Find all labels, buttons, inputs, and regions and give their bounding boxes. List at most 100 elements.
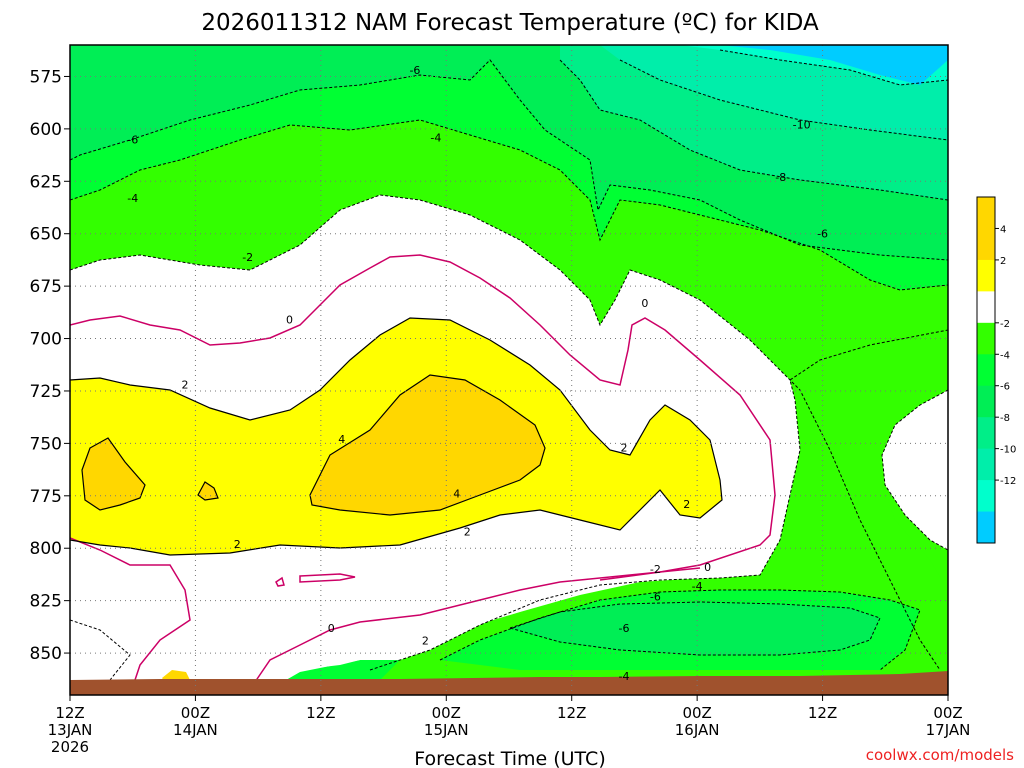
- color-scale-label: 4: [1000, 224, 1006, 235]
- chart-title: 2026011312 NAM Forecast Temperature (ºC)…: [201, 10, 819, 36]
- y-tick-label: 575: [30, 67, 62, 87]
- color-scale-swatch: [977, 228, 995, 261]
- contour-label: -4: [692, 580, 703, 593]
- color-scale-label: -2: [1000, 319, 1010, 330]
- color-scale-label: -8: [1000, 413, 1010, 424]
- color-scale: 4 2 -2 -4 -6 -8 -10 -12: [976, 196, 1016, 544]
- region-minus-14: [720, 45, 948, 85]
- zero-degree-contour-loop: [299, 573, 356, 583]
- contour-minus-8: [559, 59, 948, 201]
- contour-label: -4: [127, 192, 138, 205]
- color-scale-swatch: [977, 291, 995, 324]
- contour-label: -6: [127, 133, 138, 146]
- y-tick-label: 650: [30, 225, 62, 245]
- color-scale-swatch: [977, 259, 995, 292]
- watermark: coolwx.com/models: [866, 746, 1014, 764]
- two-degree-contour: [70, 317, 723, 556]
- contour-lower-minus-2: [369, 329, 948, 671]
- x-tick-label: 13JAN: [48, 721, 93, 739]
- four-degree-contour: [309, 374, 546, 516]
- contour-label: -6: [618, 622, 629, 635]
- y-axis: 575 600 625 650 675 700 725 750 775 800 825 850: [30, 67, 70, 664]
- region-right-pocket-white: [882, 390, 948, 550]
- color-scale-label: -4: [1000, 350, 1010, 361]
- zero-degree-contour: [70, 254, 776, 581]
- contour-minus-6: [70, 59, 948, 261]
- zero-degree-contour-dot: [275, 576, 285, 587]
- color-scale-swatch: [977, 197, 995, 229]
- contour-label: -6: [817, 228, 828, 241]
- x-tick-label: 12Z: [55, 704, 84, 722]
- contour-minus-12: [719, 49, 948, 86]
- y-tick-label: 725: [30, 382, 62, 402]
- contour-label: 0: [286, 314, 293, 327]
- x-tick-label: 12Z: [808, 704, 837, 722]
- y-tick-label: 675: [30, 277, 62, 297]
- contour-label: 2: [422, 634, 429, 647]
- contour-label: -10: [793, 119, 811, 132]
- contour-label: 0: [328, 622, 335, 635]
- x-tick-label: 00Z: [181, 704, 210, 722]
- x-tick-label: 15JAN: [424, 721, 469, 739]
- region-above-4-left: [82, 438, 145, 510]
- y-tick-label: 800: [30, 539, 62, 559]
- y-tick-label: 700: [30, 330, 62, 350]
- x-tick-label: 00Z: [682, 704, 711, 722]
- contour-minus-4: [70, 119, 948, 291]
- color-scale-label: -12: [1000, 476, 1016, 487]
- color-scale-swatch: [977, 322, 995, 355]
- color-scale-label: -10: [1000, 445, 1016, 456]
- plot-border: [69, 44, 949, 696]
- x-tick-label: 2026: [51, 738, 89, 756]
- x-tick-label: 12Z: [557, 704, 586, 722]
- zero-degree-contour-lower: [70, 537, 191, 695]
- contour-minus-10: [619, 59, 948, 141]
- contour-minus-2: [70, 194, 941, 671]
- contour-label: 0: [641, 297, 648, 310]
- contour-label: -8: [775, 171, 786, 184]
- color-scale-label: -6: [1000, 382, 1010, 393]
- contour-label: 4: [338, 433, 345, 446]
- terrain-fill: [70, 671, 948, 695]
- color-scale-label: 2: [1000, 256, 1006, 267]
- contour-label: 2: [464, 525, 471, 538]
- four-degree-contour-small: [197, 481, 219, 501]
- color-scale-swatch: [977, 448, 995, 481]
- y-tick-label: 825: [30, 592, 62, 612]
- color-scale-swatch: [977, 480, 995, 513]
- y-tick-label: 850: [30, 644, 62, 664]
- negative-contours: [70, 49, 948, 681]
- region-0-to-2-lower: [120, 545, 760, 695]
- contour-label: 2: [234, 538, 241, 551]
- region-lower-minus-6: [510, 602, 880, 655]
- contour-label: 2: [620, 442, 627, 455]
- contour-label: -4: [430, 131, 441, 144]
- contour-label: -6: [409, 64, 420, 77]
- color-scale-swatch: [977, 385, 995, 418]
- y-tick-label: 775: [30, 487, 62, 507]
- color-scale-border: [976, 196, 996, 544]
- x-tick-label: 00Z: [933, 704, 962, 722]
- contour-label: -6: [650, 590, 661, 603]
- contour-label: 2: [683, 498, 690, 511]
- x-tick-label: 17JAN: [926, 721, 971, 739]
- contour-label: -2: [242, 251, 253, 264]
- grid-lines: [70, 45, 948, 695]
- zero-degree-contour-mid: [254, 567, 701, 683]
- x-tick-label: 12Z: [306, 704, 335, 722]
- y-tick-label: 750: [30, 434, 62, 454]
- color-scale-swatch: [977, 511, 995, 544]
- x-tick-label: 16JAN: [675, 721, 720, 739]
- region-above-4-main: [310, 375, 545, 515]
- x-tick-label: 00Z: [432, 704, 461, 722]
- contour-label: -4: [618, 670, 629, 683]
- x-tick-label: 14JAN: [173, 721, 218, 739]
- y-tick-label: 625: [30, 172, 62, 192]
- color-scale-swatch: [977, 354, 995, 387]
- plot-area: [70, 45, 948, 695]
- contour-label: 2: [181, 379, 188, 392]
- x-axis-label: Forecast Time (UTC): [414, 748, 605, 768]
